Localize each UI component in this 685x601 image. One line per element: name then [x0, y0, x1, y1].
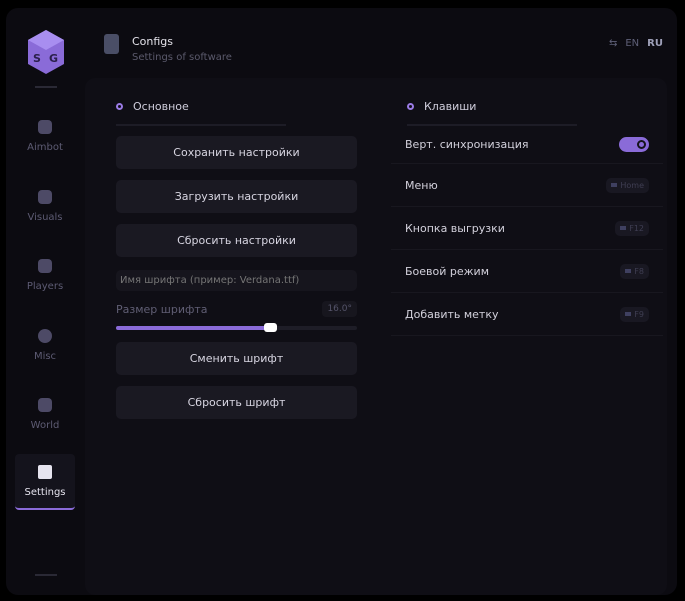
vsync-toggle[interactable] [619, 137, 649, 152]
row-label: Боевой режим [405, 264, 490, 278]
nav-label: Players [26, 280, 64, 292]
font-size-label: Размер шрифта [116, 302, 208, 316]
nav-label: Settings [24, 486, 66, 498]
keyboard-icon [625, 312, 632, 316]
page-subtitle: Settings of software [132, 52, 232, 63]
nav-label: Aimbot [27, 141, 63, 153]
change-font-button[interactable]: Сменить шрифт [116, 342, 357, 375]
font-size-slider[interactable] [116, 323, 357, 332]
skull-icon [38, 119, 52, 134]
row-label: Верт. синхронизация [405, 138, 529, 151]
dots-circle-icon [38, 328, 52, 343]
lang-ru[interactable]: RU [647, 38, 663, 49]
content-panel: Основное Сохранить настройки Загрузить н… [85, 78, 667, 595]
keys-section: Клавиши Верт. синхронизация Меню Home Кно… [391, 96, 663, 336]
bullet-icon [116, 102, 123, 110]
menu-key-row: Меню Home [391, 164, 663, 207]
users-icon [38, 258, 52, 273]
vsync-row: Верт. синхронизация [391, 126, 663, 164]
svg-text:S: S [33, 52, 41, 65]
row-label: Кнопка выгрузки [405, 221, 505, 235]
keybind-button[interactable]: F12 [615, 220, 649, 236]
nav-label: Visuals [27, 211, 63, 223]
nav-label: World [30, 419, 60, 431]
font-name-input[interactable] [116, 270, 357, 291]
keyboard-icon [625, 269, 632, 273]
sidebar-item-misc[interactable]: Misc [15, 317, 75, 373]
reset-settings-button[interactable]: Сбросить настройки [116, 224, 357, 257]
nav-label: Misc [33, 350, 57, 362]
svg-text:G: G [49, 52, 58, 65]
translate-icon: ⇆ [608, 38, 618, 49]
keybind-button[interactable]: F9 [620, 306, 649, 322]
unload-key-row: Кнопка выгрузки F12 [391, 207, 663, 250]
reset-font-button[interactable]: Сбросить шрифт [116, 386, 357, 419]
combat-mode-row: Боевой режим F8 [391, 250, 663, 293]
row-label: Меню [405, 178, 438, 192]
slider-thumb[interactable] [264, 323, 278, 332]
sidebar-item-world[interactable]: World [15, 386, 75, 442]
keybind-button[interactable]: Home [606, 177, 649, 193]
list-icon [104, 34, 119, 54]
sidebar-item-players[interactable]: Players [15, 247, 75, 303]
sidebar-item-visuals[interactable]: Visuals [15, 178, 75, 234]
bullet-icon [407, 102, 414, 110]
keyboard-icon [611, 183, 618, 187]
keybind-button[interactable]: F8 [620, 263, 649, 279]
language-switcher: ⇆ EN RU [609, 38, 663, 49]
list-icon [38, 464, 52, 479]
sidebar-item-settings[interactable]: Settings [15, 454, 75, 510]
section-title: Клавиши [424, 99, 477, 113]
font-size-value: 16.0° [322, 301, 357, 317]
keyboard-icon [620, 226, 627, 230]
divider [35, 86, 57, 88]
lang-en[interactable]: EN [625, 38, 640, 49]
load-settings-button[interactable]: Загрузить настройки [116, 180, 357, 213]
save-settings-button[interactable]: Сохранить настройки [116, 136, 357, 169]
row-label: Добавить метку [405, 307, 499, 321]
page-title: Configs [132, 35, 174, 48]
section-title: Основное [133, 99, 189, 113]
divider [35, 574, 57, 576]
vr-goggles-icon [38, 189, 52, 204]
add-marker-row: Добавить метку F9 [391, 293, 663, 336]
sidebar-item-aimbot[interactable]: Aimbot [15, 108, 75, 164]
briefcase-icon [38, 397, 52, 412]
main-section: Основное Сохранить настройки Загрузить н… [116, 96, 357, 430]
slider-fill [116, 326, 271, 330]
